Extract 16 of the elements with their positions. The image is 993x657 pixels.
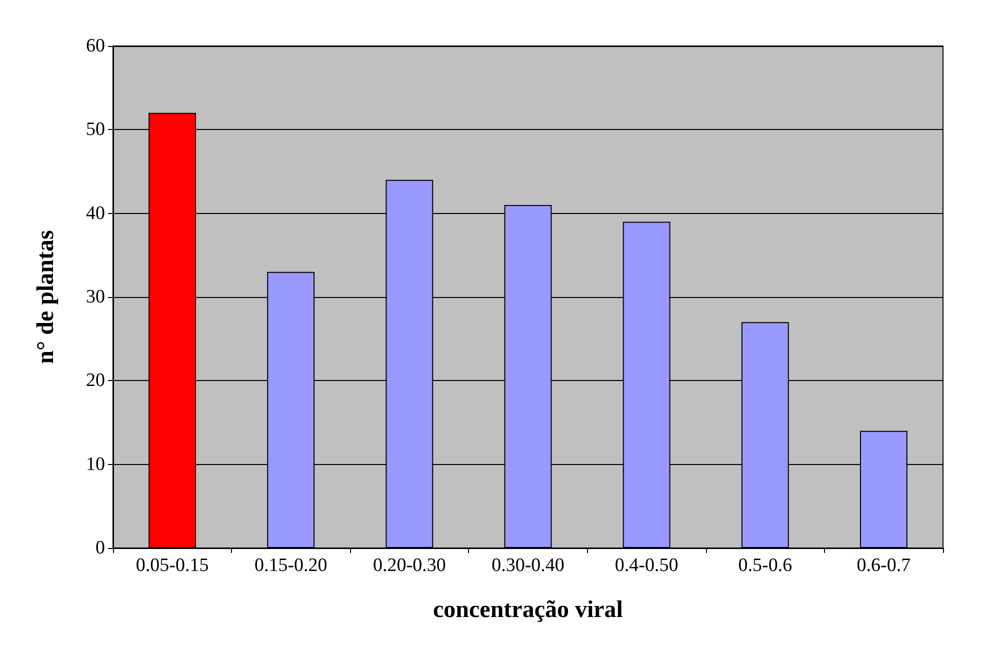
y-tick-label: 30: [86, 286, 105, 308]
y-tick-label: 60: [86, 36, 105, 56]
x-tick-label: 0.20-0.30: [373, 555, 446, 576]
x-tick-label: 0.15-0.20: [254, 555, 328, 576]
y-tick-label: 10: [86, 454, 105, 475]
x-tick-label: 0.6-0.7: [856, 555, 911, 576]
y-tick-label: 40: [86, 202, 105, 224]
x-tick-label: 0.5-0.6: [738, 555, 792, 576]
y-tick-label: 50: [86, 119, 105, 140]
x-axis-title: concentração viral: [433, 597, 624, 623]
x-tick-label: 0.4-0.50: [614, 555, 678, 576]
y-axis-title: n° de plantas: [33, 230, 59, 364]
x-tick-label: 0.30-0.40: [492, 555, 564, 576]
y-tick-label: 0: [96, 538, 105, 558]
x-tick-label: 0.05-0.15: [136, 555, 209, 576]
y-tick-label: 20: [86, 370, 105, 392]
